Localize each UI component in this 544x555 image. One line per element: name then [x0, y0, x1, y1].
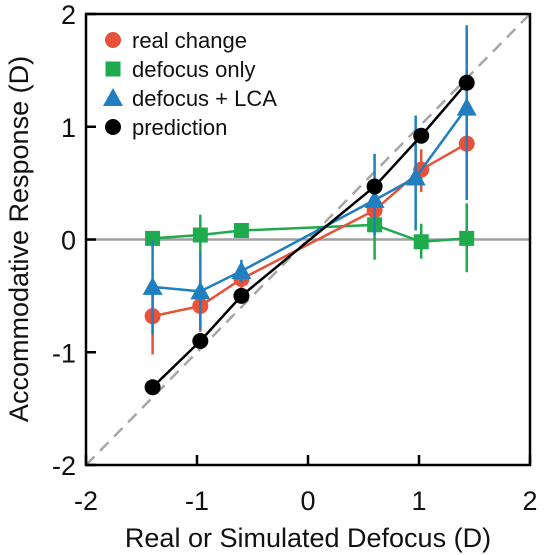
legend-marker — [105, 32, 121, 48]
legend-label: defocus only — [132, 57, 256, 82]
x-tick-label: 0 — [300, 486, 315, 516]
legend-label: defocus + LCA — [132, 86, 277, 111]
data-point — [366, 178, 383, 195]
y-tick-label: 1 — [61, 113, 76, 143]
y-axis-label: Accommodative Response (D) — [4, 56, 34, 422]
x-tick-label: 2 — [522, 486, 537, 516]
data-point — [190, 281, 211, 300]
data-point — [459, 230, 475, 246]
series-prediction — [144, 74, 475, 396]
legend-marker — [103, 88, 123, 106]
series-line — [152, 223, 467, 244]
data-point — [413, 127, 430, 144]
data-point — [145, 230, 161, 246]
legend: real change defocus only defocus + LCA pred… — [103, 28, 277, 140]
data-point — [192, 332, 209, 349]
data-point — [413, 234, 429, 250]
x-tick-label: 1 — [411, 486, 426, 516]
data-point — [192, 227, 208, 243]
x-tick-label: -2 — [74, 486, 98, 516]
x-tick-label: -1 — [185, 486, 209, 516]
y-tick-label: -2 — [52, 451, 76, 481]
x-axis-ticks: -2 -1 0 1 2 — [74, 455, 538, 516]
data-point — [456, 97, 477, 116]
y-tick-label: 2 — [61, 0, 76, 30]
y-tick-label: -1 — [52, 338, 76, 368]
series-line — [152, 142, 468, 318]
data-point — [144, 379, 161, 396]
data-point — [233, 287, 250, 304]
legend-label: prediction — [132, 115, 227, 140]
y-tick-label: 0 — [61, 226, 76, 256]
data-point — [458, 74, 475, 91]
legend-item-defocus-lca: defocus + LCA — [103, 86, 277, 111]
series-layer — [142, 25, 477, 396]
series-line — [152, 106, 468, 293]
data-point — [364, 190, 385, 209]
legend-marker — [105, 61, 121, 77]
data-point — [233, 222, 249, 238]
series-defocus-only — [145, 203, 475, 273]
legend-item-prediction: prediction — [105, 115, 227, 140]
legend-label: real change — [132, 28, 247, 53]
x-axis-label: Real or Simulated Defocus (D) — [125, 523, 491, 553]
data-point — [405, 167, 426, 186]
y-axis-ticks: -2 -1 0 1 2 — [52, 0, 96, 481]
plot-area — [86, 14, 530, 465]
legend-marker — [105, 119, 121, 135]
series-line — [151, 81, 468, 389]
series-defocus-lca — [142, 25, 477, 335]
legend-item-defocus-only: defocus only — [105, 57, 256, 82]
data-point — [142, 276, 163, 295]
legend-item-real-change: real change — [105, 28, 247, 53]
data-point — [231, 261, 252, 280]
